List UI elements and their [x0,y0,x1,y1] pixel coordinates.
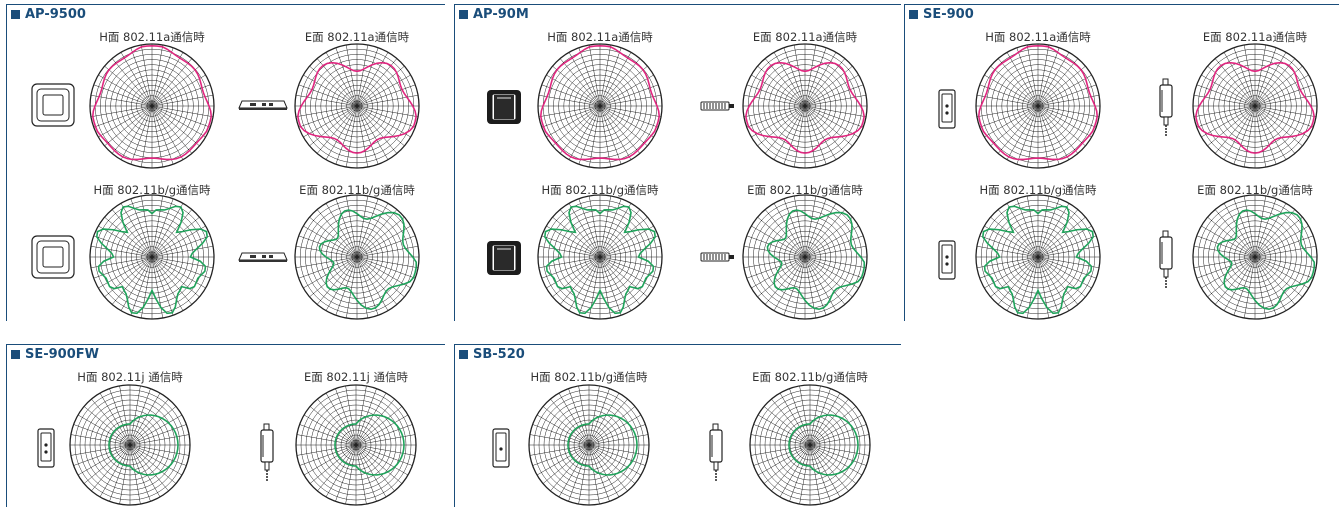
polar-plot [89,194,215,320]
panel-ap-9500: AP-9500 [6,4,445,321]
title-marker-icon [11,10,20,19]
plot-label: H面 802.11b/g通信時 [541,183,659,197]
radiation-curve [744,61,866,154]
panel-title: AP-90M [459,7,529,22]
polar-plot [1192,43,1318,169]
sb520-side-icon [709,423,723,481]
plot-label: H面 802.11a通信時 [99,30,205,44]
ap90m-front-icon [487,241,521,275]
polar-plot [294,194,420,320]
plot-label: E面 802.11a通信時 [304,30,410,44]
polar-plot [537,194,663,320]
se900-front-icon [37,428,55,468]
plot-label: H面 802.11b/g通信時 [530,370,648,384]
radiation-curve [1194,61,1316,154]
sb520-front-icon [492,428,510,468]
radiation-curve [543,205,657,315]
se900-front-icon [938,240,956,280]
title-marker-icon [909,10,918,19]
radiation-curve [788,414,859,476]
panel-title: AP-9500 [11,7,86,22]
plot-label: E面 802.11b/g通信時 [299,183,415,197]
plot-label: H面 802.11a通信時 [547,30,653,44]
ap9500-top-icon [31,235,75,279]
radiation-curve [539,45,661,161]
radiation-curve [318,209,418,311]
se900-side-icon [1159,78,1173,136]
plot-label: E面 802.11b/g通信時 [752,370,868,384]
plot-label: H面 802.11b/g通信時 [93,183,211,197]
panel-sb-520: SB-520 [454,344,901,507]
panel-title: SB-520 [459,347,525,362]
radiation-curve [296,61,418,154]
ap9500-side-icon [238,100,288,110]
plot-label: H面 802.11b/g通信時 [979,183,1097,197]
polar-plot [742,43,868,169]
panel-title: SE-900FW [11,347,99,362]
plot-label: E面 802.11b/g通信時 [1197,183,1313,197]
polar-plot [294,43,420,169]
ap90m-front-icon [487,90,521,124]
polar-plot [89,43,215,169]
polar-plot [69,384,191,506]
radiation-curve [108,414,179,476]
ap9500-top-icon [31,83,75,127]
se900-side-icon [260,423,274,481]
title-marker-icon [459,350,468,359]
panel-se-900fw: SE-900FW [6,344,445,507]
radiation-curve [977,45,1099,161]
plot-label: E面 802.11j 通信時 [303,370,409,384]
panel-se-900: SE-900 [904,4,1339,321]
se900-side-icon [1159,230,1173,288]
polar-plot [749,384,871,506]
polar-plot [528,384,650,506]
polar-plot [295,384,417,506]
title-marker-icon [459,10,468,19]
panel-title: SE-900 [909,7,974,22]
ap9500-side-icon [238,252,288,262]
radiation-curve [981,205,1095,315]
radiation-curve [567,414,638,476]
polar-plot [742,194,868,320]
plot-label: H面 802.11j 通信時 [77,370,183,384]
plot-label: E面 802.11a通信時 [1202,30,1308,44]
polar-plot [1192,194,1318,320]
radiation-curve [95,205,209,315]
panel-ap-90m: AP-90M [454,4,901,321]
radiation-curve [766,209,866,311]
title-marker-icon [11,350,20,359]
radiation-curve [334,414,405,476]
plot-label: E面 802.11b/g通信時 [747,183,863,197]
radiation-curve [91,45,213,161]
plot-label: E面 802.11a通信時 [752,30,858,44]
radiation-curve [1216,209,1316,311]
polar-plot [975,43,1101,169]
se900-front-icon [938,89,956,129]
polar-plot [975,194,1101,320]
plot-label: H面 802.11a通信時 [985,30,1091,44]
ap90m-side-icon [700,252,734,262]
ap90m-side-icon [700,101,734,111]
polar-plot [537,43,663,169]
